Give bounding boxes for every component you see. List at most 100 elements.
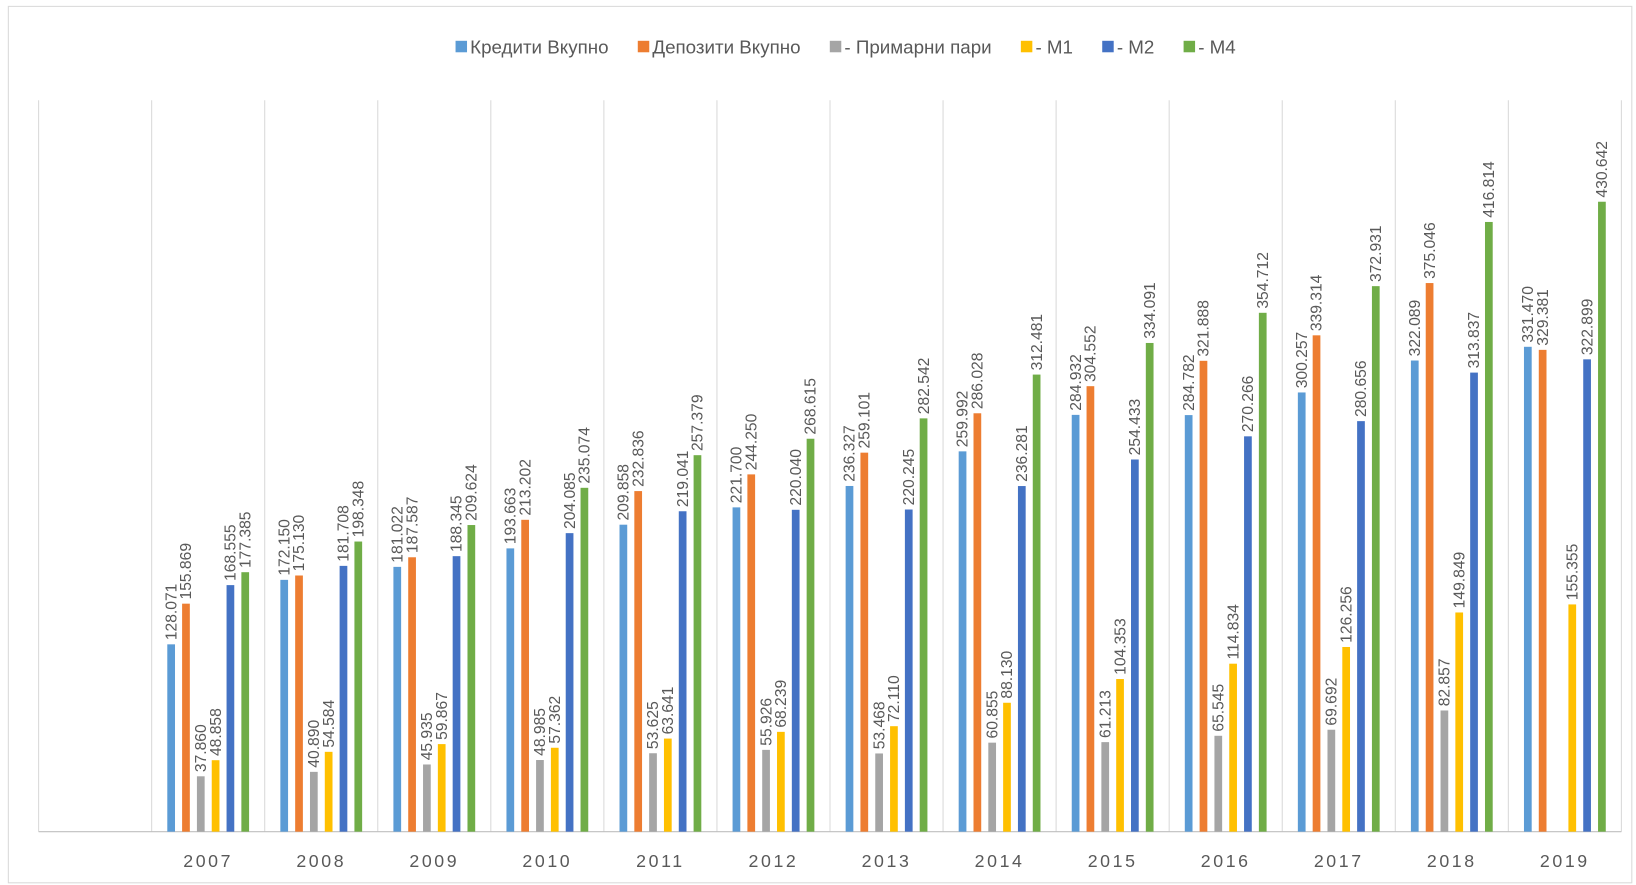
bar — [211, 760, 220, 832]
data-label: 65.545 — [1211, 683, 1228, 731]
data-label: 55.926 — [758, 698, 775, 746]
legend-label: - M1 — [1035, 36, 1073, 57]
bar — [565, 533, 574, 832]
data-label: 155.869 — [178, 543, 195, 600]
data-label: 232.836 — [630, 430, 647, 487]
bar — [1017, 486, 1026, 832]
bar — [393, 566, 402, 832]
data-label: 209.858 — [616, 464, 633, 521]
bar — [1244, 436, 1252, 832]
data-label: 155.355 — [1564, 543, 1581, 600]
legend-swatch — [1020, 40, 1033, 53]
legend-swatch — [455, 40, 468, 53]
bar — [1568, 604, 1577, 832]
bar — [182, 603, 190, 832]
bar — [408, 557, 416, 832]
x-tick-label: 2012 — [749, 851, 799, 871]
bar — [1410, 360, 1419, 832]
data-label: 104.353 — [1112, 618, 1129, 675]
bar — [1131, 459, 1139, 832]
bar — [241, 572, 250, 832]
data-label: 68.239 — [773, 680, 790, 728]
x-tick-label: 2014 — [975, 851, 1025, 871]
bar — [890, 726, 898, 832]
bar — [1101, 742, 1110, 832]
data-label: 53.625 — [645, 701, 662, 749]
data-label: 257.379 — [690, 394, 707, 451]
data-label: 209.624 — [464, 464, 481, 521]
x-tick-label: 2010 — [522, 851, 572, 871]
legend-label: - M2 — [1117, 36, 1155, 57]
bar — [324, 751, 333, 832]
data-label: 221.700 — [729, 446, 746, 503]
legend-swatch — [1183, 40, 1196, 53]
bar — [806, 438, 815, 832]
data-label: 193.663 — [503, 487, 520, 544]
bar — [1229, 663, 1237, 832]
x-tick-label: 2016 — [1201, 851, 1251, 871]
bar — [437, 744, 446, 832]
x-tick-label: 2019 — [1540, 851, 1590, 871]
bar — [1425, 283, 1434, 832]
data-label: 88.130 — [999, 650, 1016, 698]
bar — [1184, 415, 1193, 832]
bar — [988, 742, 997, 832]
bar — [1342, 646, 1351, 832]
bar — [649, 753, 657, 832]
legend-label: - M4 — [1198, 36, 1236, 57]
data-label: 213.202 — [517, 459, 534, 516]
data-label: 220.040 — [788, 449, 805, 506]
data-label: 268.615 — [803, 378, 820, 435]
bar — [973, 413, 982, 832]
bar — [634, 491, 643, 832]
data-label: 270.266 — [1240, 375, 1257, 432]
data-label: 181.022 — [389, 506, 406, 563]
data-label: 187.587 — [404, 497, 421, 554]
x-tick-label: 2008 — [296, 851, 346, 871]
data-label: 280.656 — [1353, 360, 1370, 417]
data-label: 181.708 — [336, 505, 353, 562]
bar — [467, 525, 476, 832]
data-label: 54.584 — [321, 700, 338, 748]
data-label: 375.046 — [1422, 222, 1439, 279]
data-label: 177.385 — [237, 511, 254, 568]
bar — [580, 487, 589, 832]
bar — [1357, 421, 1365, 832]
x-tick-label: 2011 — [636, 851, 685, 871]
bar — [1086, 386, 1095, 832]
bar — [1327, 729, 1336, 832]
bar — [1523, 346, 1532, 832]
bar — [693, 455, 702, 832]
bar — [1598, 201, 1606, 832]
bar — [280, 579, 289, 832]
legend-swatch — [1102, 40, 1114, 53]
data-label: 168.555 — [223, 524, 240, 581]
bar — [1145, 342, 1154, 832]
bar — [226, 585, 235, 832]
data-label: 322.089 — [1407, 300, 1424, 357]
bar — [423, 764, 431, 832]
bar — [452, 556, 461, 832]
data-label: 53.468 — [871, 701, 888, 749]
data-label: 61.213 — [1097, 690, 1114, 738]
bar — [791, 509, 800, 832]
bar — [777, 731, 785, 832]
data-label: 286.028 — [970, 352, 987, 409]
data-label: 57.362 — [547, 696, 564, 744]
data-label: 300.257 — [1294, 332, 1311, 389]
bar — [1199, 360, 1208, 832]
data-label: 329.381 — [1535, 289, 1552, 346]
bar — [1116, 679, 1124, 832]
bar — [1214, 735, 1223, 832]
bar — [309, 771, 318, 832]
data-label: 188.345 — [449, 495, 466, 552]
data-label: 259.992 — [955, 391, 972, 448]
bar — [521, 519, 529, 832]
data-label: 372.931 — [1368, 225, 1385, 282]
data-label: 282.542 — [916, 358, 933, 415]
legend-swatch — [829, 40, 842, 53]
bar — [1538, 349, 1547, 832]
data-label: 331.470 — [1520, 286, 1537, 343]
bar — [958, 451, 967, 832]
data-label: 219.041 — [675, 451, 692, 508]
